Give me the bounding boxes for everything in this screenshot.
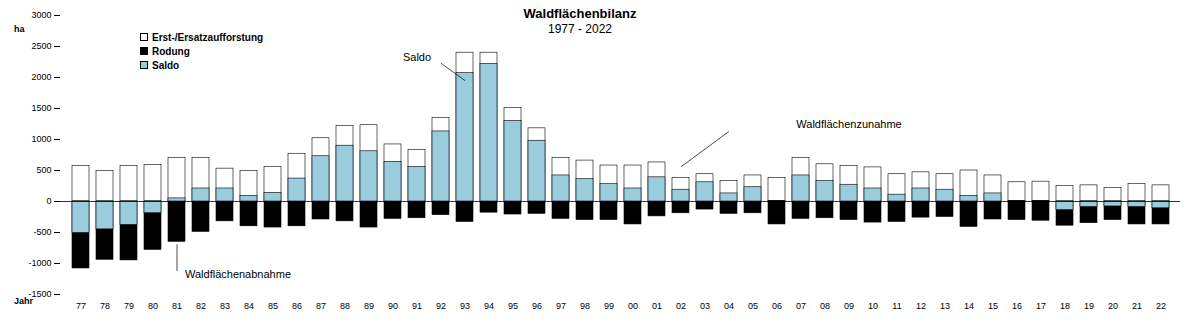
svg-text:89: 89 [364,301,374,311]
svg-text:13: 13 [940,301,950,311]
svg-text:-1500: -1500 [28,289,52,300]
svg-text:78: 78 [100,301,110,311]
svg-text:11: 11 [892,301,901,311]
svg-text:82: 82 [196,301,206,311]
html-text:Saldo: Saldo [152,59,180,71]
svg-text:06: 06 [772,301,782,311]
svg-text:22: 22 [1156,301,1166,311]
svg-text:2500: 2500 [31,41,51,51]
svg-text:12: 12 [916,301,926,311]
svg-text:500: 500 [36,165,51,175]
svg-text:03: 03 [700,301,710,311]
svg-text:-500: -500 [33,227,51,237]
svg-text:01: 01 [652,301,662,311]
svg-text:93: 93 [460,301,470,311]
svg-text:90: 90 [388,301,398,311]
svg-text:98: 98 [580,301,590,311]
svg-text:Waldflächenabnahme: Waldflächenabnahme [185,268,291,280]
html-text:Jahr: Jahr [14,296,33,306]
svg-text:1500: 1500 [31,103,51,113]
svg-text:Waldflächenzunahme: Waldflächenzunahme [796,118,901,130]
svg-text:21: 21 [1132,301,1142,311]
svg-text:19: 19 [1084,301,1094,311]
svg-text:Saldo: Saldo [403,51,431,63]
svg-text:80: 80 [148,301,158,311]
svg-text:94: 94 [484,301,494,311]
svg-text:04: 04 [724,301,734,311]
svg-text:79: 79 [124,301,134,311]
svg-text:1000: 1000 [31,134,51,144]
svg-text:85: 85 [268,301,278,311]
html-text:1977 - 2022: 1977 - 2022 [548,22,612,36]
svg-text:91: 91 [412,301,422,311]
svg-text:95: 95 [508,301,518,311]
svg-text:05: 05 [748,301,758,311]
html-text:Rodung: Rodung [152,45,190,57]
svg-text:83: 83 [220,301,230,311]
svg-text:77: 77 [76,301,86,311]
svg-text:81: 81 [172,301,182,311]
svg-text:92: 92 [436,301,446,311]
svg-text:87: 87 [316,301,326,311]
svg-text:14: 14 [964,301,974,311]
html-text:Erst-/Ersatzaufforstung: Erst-/Ersatzaufforstung [152,31,264,43]
html-text:Waldflächenbilanz: Waldflächenbilanz [523,6,637,21]
svg-text:99: 99 [604,301,614,311]
svg-text:08: 08 [820,301,830,311]
svg-text:18: 18 [1060,301,1070,311]
svg-text:15: 15 [988,301,998,311]
svg-text:0: 0 [46,196,51,206]
svg-text:02: 02 [676,301,686,311]
svg-text:84: 84 [244,301,254,311]
svg-text:88: 88 [340,301,350,311]
html-text:ha: ha [14,24,25,34]
svg-text:16: 16 [1012,301,1022,311]
svg-text:2000: 2000 [31,72,51,82]
svg-text:17: 17 [1036,301,1046,311]
svg-text:86: 86 [292,301,302,311]
svg-text:3000: 3000 [31,10,51,20]
svg-text:-1000: -1000 [28,258,51,268]
svg-text:10: 10 [868,301,878,311]
svg-text:96: 96 [532,301,542,311]
svg-text:07: 07 [796,301,806,311]
svg-text:09: 09 [844,301,854,311]
svg-text:20: 20 [1108,301,1118,311]
svg-text:00: 00 [628,301,638,311]
svg-text:97: 97 [556,301,566,311]
